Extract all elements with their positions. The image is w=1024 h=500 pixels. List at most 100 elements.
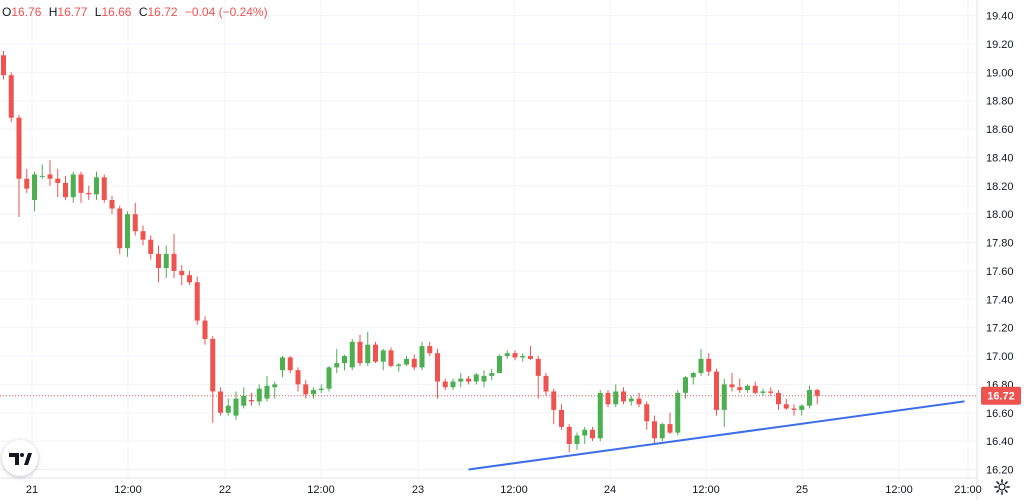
candle-body [47, 174, 53, 179]
candle-body [326, 367, 332, 389]
candle-body [303, 384, 309, 395]
candle-body [357, 341, 363, 364]
candle-down [357, 334, 363, 366]
candle-up [721, 378, 727, 427]
candle-body [318, 388, 324, 391]
candle-body [551, 391, 557, 410]
candle-body [373, 344, 378, 362]
candle-body [628, 398, 634, 402]
candle-down [101, 174, 107, 203]
candle-body [140, 231, 146, 240]
candle-body [156, 253, 161, 269]
time-tick-label: 12:00 [885, 484, 913, 496]
candle-up [380, 348, 386, 371]
candle-up [241, 387, 247, 409]
candle-body [218, 391, 223, 413]
candle-down [287, 356, 293, 374]
candle-body [721, 384, 727, 410]
candle-body [334, 363, 340, 368]
candle-body [450, 381, 456, 388]
candle-body [574, 435, 580, 444]
candle-up [419, 341, 425, 371]
candle-body [582, 429, 588, 436]
change-value: −0.04 (−0.24%) [184, 5, 268, 19]
open-label: O [2, 5, 12, 19]
candle-down [249, 392, 254, 406]
candle-down [202, 316, 208, 345]
candle-down [109, 195, 115, 215]
time-tick-label: 21:00 [954, 484, 982, 496]
candle-body [194, 282, 200, 321]
candle-up [597, 390, 603, 442]
candle-up [272, 381, 278, 399]
time-axis[interactable]: 21 12:00 22 12:00 23 12:00 24 12:00 25 12:00 21:00 [0, 477, 982, 496]
candle-up [473, 373, 479, 385]
candle-down [621, 387, 626, 405]
candle-body [109, 199, 115, 209]
candle-up [745, 384, 750, 393]
candle-down [652, 415, 657, 444]
candle-down [535, 356, 541, 399]
candle-body [597, 392, 603, 439]
candle-down [776, 390, 781, 410]
candle-body [24, 178, 30, 189]
candle-down [171, 234, 177, 279]
candle-body [520, 356, 526, 358]
candle-body [566, 426, 572, 444]
candle-down [295, 367, 301, 392]
candle-down [737, 378, 743, 393]
candle-up [683, 375, 688, 399]
price-axis[interactable]: 16.2016.4016.6016.8017.0017.2017.4017.60… [976, 0, 1014, 500]
candle-up [318, 384, 324, 393]
candle-body [1, 55, 6, 76]
candle-body [807, 390, 812, 406]
candle-body [78, 174, 84, 193]
candle-body [101, 177, 107, 200]
candle-body [225, 405, 231, 413]
low-value: 16.66 [101, 5, 132, 19]
candle-down [187, 270, 192, 286]
candle-up [334, 348, 340, 374]
tradingview-logo-icon[interactable] [2, 440, 38, 476]
candle-up [404, 356, 409, 366]
candle-up [698, 348, 704, 376]
gear-icon[interactable] [993, 478, 1011, 496]
candle-down [559, 404, 564, 430]
candle-up [504, 350, 510, 359]
candle-body [675, 392, 681, 433]
close-value: 16.72 [147, 5, 178, 19]
candle-body [427, 346, 433, 354]
candle-down [714, 368, 719, 416]
candle-down [47, 160, 53, 186]
candle-down [791, 404, 797, 416]
candle-body [132, 214, 138, 232]
candle-body [311, 390, 316, 395]
candle-down [528, 346, 533, 361]
candle-down [644, 401, 650, 430]
candle-body [241, 395, 247, 406]
candle-body [388, 350, 394, 366]
candle-up [326, 365, 332, 392]
candle-body [349, 341, 355, 368]
candle-up [32, 171, 37, 212]
candle-up [690, 371, 696, 385]
candle-down [590, 426, 595, 442]
candle-down [132, 202, 138, 236]
price-tick-label: 19.20 [986, 39, 1014, 51]
high-value: 16.77 [57, 5, 88, 19]
time-tick-label: 12:00 [114, 484, 142, 496]
candle-body [380, 350, 386, 362]
candle-up [70, 171, 76, 203]
candle-up [760, 388, 766, 396]
price-tick-label: 16.20 [986, 464, 1014, 476]
candle-up [163, 245, 169, 279]
candle-body [8, 75, 14, 118]
candle-body [435, 353, 440, 382]
candle-up [233, 391, 239, 420]
trendline[interactable] [468, 400, 965, 471]
price-tick-label: 17.60 [986, 266, 1014, 278]
candle-body [783, 404, 789, 409]
candle-down [16, 114, 22, 218]
candle-up [659, 422, 665, 442]
